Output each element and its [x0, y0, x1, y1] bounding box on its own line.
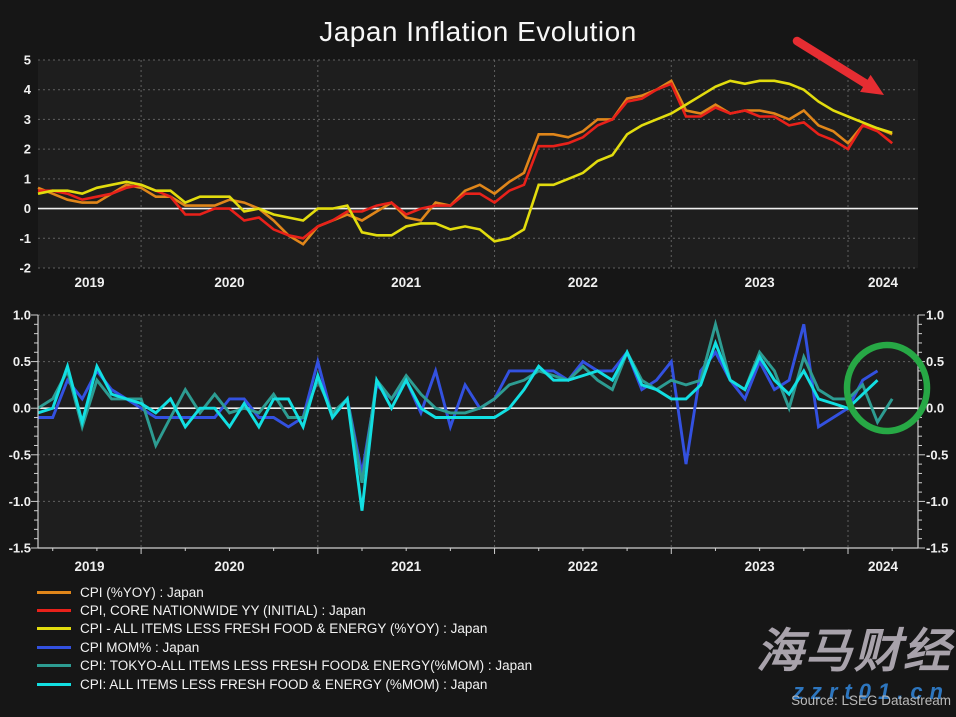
axis-tick-label: 1: [24, 171, 31, 186]
axis-tick-label: -1.5: [926, 541, 948, 556]
legend-item: CPI MOM% : Japan: [37, 638, 532, 656]
legend-item: CPI - ALL ITEMS LESS FRESH FOOD & ENERGY…: [37, 620, 532, 638]
watermark-chinese-text: 海马财经: [756, 624, 952, 677]
chart-legend: CPI (%YOY) : Japan CPI, CORE NATIONWIDE Y…: [37, 583, 532, 693]
series-line: [37, 78, 893, 246]
axis-tick-label: -2: [19, 261, 31, 276]
legend-line-swatch-icon: [37, 645, 71, 649]
legend-item-label: CPI (%YOY) : Japan: [80, 584, 204, 600]
green-circle-annotation: [843, 341, 931, 435]
axis-tick-label: 2024: [868, 275, 899, 290]
legend-item-label: CPI: ALL ITEMS LESS FRESH FOOD & ENERGY …: [80, 676, 488, 692]
legend-item: CPI: TOKYO-ALL ITEMS LESS FRESH FOOD& EN…: [37, 657, 532, 675]
axis-tick-label: -0.5: [9, 447, 31, 462]
axis-tick-label: 3: [24, 112, 31, 127]
axis-tick-label: 2019: [75, 275, 105, 290]
axis-tick-label: 0.0: [926, 401, 944, 416]
axis-tick-label: 2020: [214, 559, 244, 574]
legend-line-swatch-icon: [37, 590, 71, 594]
axis-tick-label: 0.0: [13, 401, 31, 416]
axis-tick-label: 2021: [391, 275, 422, 290]
watermark-site-text: zzrt01.cn: [792, 679, 950, 704]
axis-tick-label: -0.5: [926, 447, 948, 462]
axis-tick-label: 1.0: [13, 308, 31, 323]
axis-tick-label: -1: [19, 231, 31, 246]
red-arrow-annotation: [792, 36, 870, 88]
axis-tick-label: 0.5: [926, 354, 944, 369]
axis-tick-label: -1.0: [9, 494, 31, 509]
legend-item-label: CPI - ALL ITEMS LESS FRESH FOOD & ENERGY…: [80, 621, 488, 637]
axis-tick-label: 4: [24, 82, 32, 97]
source-attribution: Source: LSEG Datastream: [791, 693, 951, 708]
chart-title: Japan Inflation Evolution: [319, 16, 637, 47]
axis-tick-label: 2021: [391, 559, 422, 574]
legend-item-label: CPI, CORE NATIONWIDE YY (INITIAL) : Japa…: [80, 603, 366, 619]
axis-tick-label: 5: [24, 53, 31, 68]
axis-tick-label: 2020: [214, 275, 244, 290]
plot-area: [38, 315, 918, 548]
legend-item: CPI: ALL ITEMS LESS FRESH FOOD & ENERGY …: [37, 675, 532, 693]
legend-item: CPI (%YOY) : Japan: [37, 583, 532, 601]
axis-tick-label: 2019: [75, 559, 105, 574]
axis-tick-label: 0: [24, 201, 31, 216]
series-line: [38, 323, 879, 474]
axis-tick-label: 2: [24, 142, 31, 157]
series-line: [37, 338, 879, 511]
legend-line-swatch-icon: [37, 627, 71, 631]
axis-tick-label: 1.0: [926, 308, 944, 323]
axis-tick-label: -1.5: [9, 541, 31, 556]
legend-line-swatch-icon: [37, 682, 71, 686]
legend-item: CPI, CORE NATIONWIDE YY (INITIAL) : Japa…: [37, 601, 532, 619]
axis-tick-label: 2022: [568, 275, 598, 290]
series-line: [37, 79, 893, 243]
axis-tick-label: 0.5: [13, 354, 31, 369]
axis-tick-label: -1.0: [926, 494, 948, 509]
legend-item-label: CPI MOM% : Japan: [80, 639, 200, 655]
red-arrowhead-icon: [860, 74, 884, 95]
axis-tick-label: 2024: [868, 559, 899, 574]
series-line: [38, 82, 894, 240]
axis-tick-label: 2023: [745, 559, 776, 574]
axis-tick-label: 2023: [745, 275, 776, 290]
plot-area: [38, 60, 918, 268]
legend-item-label: CPI: TOKYO-ALL ITEMS LESS FRESH FOOD& EN…: [80, 658, 533, 674]
legend-line-swatch-icon: [37, 664, 71, 668]
legend-line-swatch-icon: [37, 609, 71, 613]
axis-tick-label: 2022: [568, 559, 598, 574]
